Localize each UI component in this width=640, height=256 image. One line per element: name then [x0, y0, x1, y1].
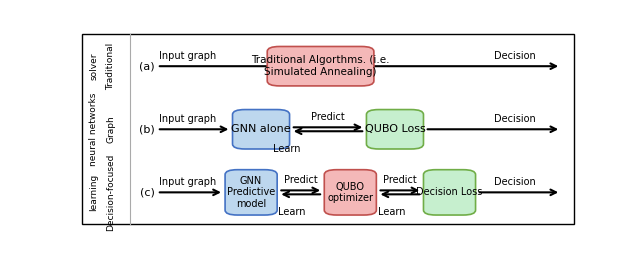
Text: Decision: Decision [494, 51, 536, 61]
Text: Learn: Learn [278, 207, 306, 217]
Text: Learn: Learn [378, 207, 405, 217]
Text: Predict: Predict [284, 175, 317, 185]
Text: Decision Loss: Decision Loss [417, 187, 483, 197]
Text: Traditional: Traditional [106, 42, 115, 90]
FancyBboxPatch shape [324, 170, 376, 215]
Text: Input graph: Input graph [159, 51, 216, 61]
Text: Decision: Decision [494, 177, 536, 187]
Text: neural networks: neural networks [90, 93, 99, 166]
Text: Predict: Predict [311, 112, 345, 122]
Text: (a): (a) [139, 61, 155, 71]
Text: QUBO
optimizer: QUBO optimizer [327, 182, 373, 203]
Text: solver: solver [90, 52, 99, 80]
Text: Graph: Graph [106, 115, 115, 143]
Text: QUBO Loss: QUBO Loss [365, 124, 426, 134]
Text: Input graph: Input graph [159, 114, 216, 124]
Text: (b): (b) [139, 124, 155, 134]
Text: Decision-focused: Decision-focused [106, 154, 115, 231]
Text: Decision: Decision [494, 114, 536, 124]
Text: learning: learning [90, 174, 99, 211]
FancyBboxPatch shape [424, 170, 476, 215]
FancyBboxPatch shape [232, 110, 289, 149]
Text: Learn: Learn [273, 144, 301, 154]
FancyBboxPatch shape [225, 170, 277, 215]
Text: Traditional Algorthms. (i.e.
Simulated Annealing): Traditional Algorthms. (i.e. Simulated A… [252, 55, 390, 77]
Text: Input graph: Input graph [159, 177, 216, 187]
FancyBboxPatch shape [268, 47, 374, 86]
FancyBboxPatch shape [367, 110, 424, 149]
Text: GNN alone: GNN alone [231, 124, 291, 134]
Text: GNN
Predictive
model: GNN Predictive model [227, 176, 275, 209]
Text: Predict: Predict [383, 175, 417, 185]
Text: (c): (c) [140, 187, 154, 197]
